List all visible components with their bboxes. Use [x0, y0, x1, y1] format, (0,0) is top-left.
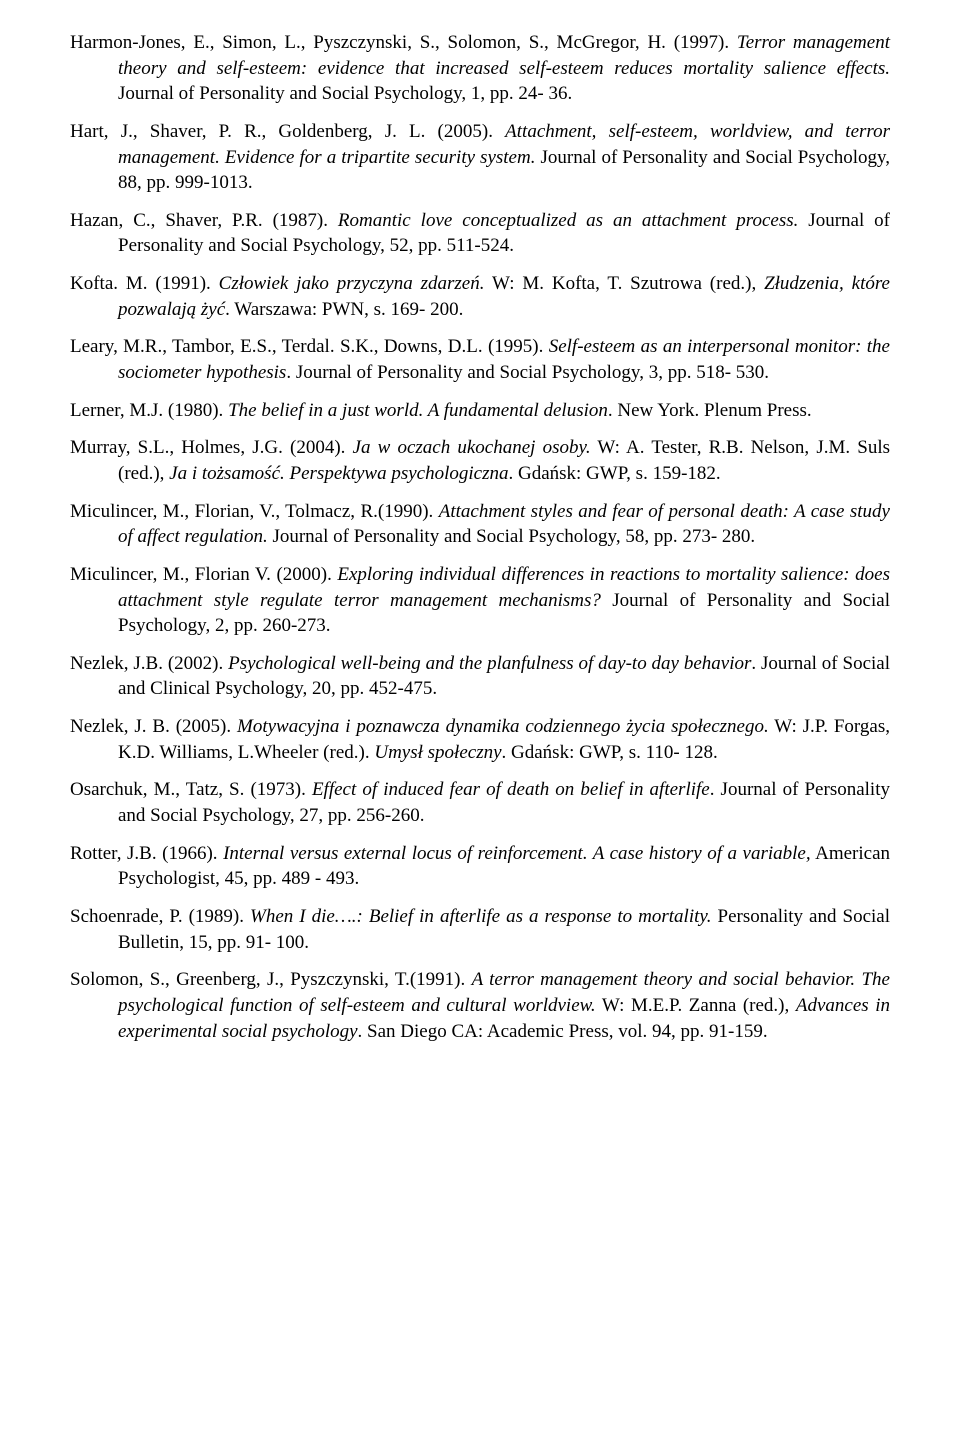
- reference-entry: Miculincer, M., Florian V. (2000). Explo…: [70, 562, 890, 639]
- reference-title: Umysł społeczny: [374, 742, 501, 763]
- reference-text: . Journal of Personality and Social Psyc…: [286, 362, 769, 383]
- reference-list: Harmon-Jones, E., Simon, L., Pyszczynski…: [70, 30, 890, 1044]
- reference-title: Psychological well-being and the planful…: [228, 653, 751, 674]
- reference-text: Hazan, C., Shaver, P.R. (1987).: [70, 210, 338, 231]
- reference-title: Romantic love conceptualized as an attac…: [338, 210, 798, 231]
- reference-entry: Nezlek, J.B. (2002). Psychological well-…: [70, 651, 890, 702]
- reference-text: Hart, J., Shaver, P. R., Goldenberg, J. …: [70, 121, 505, 142]
- reference-text: Nezlek, J. B. (2005).: [70, 716, 237, 737]
- reference-text: Leary, M.R., Tambor, E.S., Terdal. S.K.,…: [70, 336, 549, 357]
- reference-text: W: M. Kofta, T. Szutrowa (red.),: [484, 273, 764, 294]
- reference-entry: Hart, J., Shaver, P. R., Goldenberg, J. …: [70, 119, 890, 196]
- reference-title: Motywacyjna i poznawcza dynamika codzien…: [237, 716, 769, 737]
- reference-title: Człowiek jako przyczyna zdarzeń.: [219, 273, 485, 294]
- reference-entry: Miculincer, M., Florian, V., Tolmacz, R.…: [70, 499, 890, 550]
- reference-entry: Rotter, J.B. (1966). Internal versus ext…: [70, 841, 890, 892]
- reference-text: Rotter, J.B. (1966).: [70, 843, 223, 864]
- reference-text: Miculincer, M., Florian V. (2000).: [70, 564, 337, 585]
- reference-entry: Kofta. M. (1991). Człowiek jako przyczyn…: [70, 271, 890, 322]
- reference-entry: Murray, S.L., Holmes, J.G. (2004). Ja w …: [70, 435, 890, 486]
- reference-text: Nezlek, J.B. (2002).: [70, 653, 228, 674]
- reference-text: . Gdańsk: GWP, s. 159-182.: [508, 463, 720, 484]
- reference-text: Journal of Personality and Social Psycho…: [118, 83, 572, 104]
- reference-text: Kofta. M. (1991).: [70, 273, 219, 294]
- reference-text: . San Diego CA: Academic Press, vol. 94,…: [358, 1021, 768, 1042]
- reference-entry: Nezlek, J. B. (2005). Motywacyjna i pozn…: [70, 714, 890, 765]
- reference-entry: Solomon, S., Greenberg, J., Pyszczynski,…: [70, 967, 890, 1044]
- reference-text: . New York. Plenum Press.: [608, 400, 812, 421]
- reference-text: Journal of Personality and Social Psycho…: [268, 526, 755, 547]
- reference-text: Lerner, M.J. (1980).: [70, 400, 228, 421]
- reference-entry: Hazan, C., Shaver, P.R. (1987). Romantic…: [70, 208, 890, 259]
- reference-entry: Schoenrade, P. (1989). When I die….: Bel…: [70, 904, 890, 955]
- reference-text: . Warszawa: PWN, s. 169- 200.: [225, 299, 463, 320]
- reference-text: Schoenrade, P. (1989).: [70, 906, 250, 927]
- reference-text: Miculincer, M., Florian, V., Tolmacz, R.…: [70, 501, 439, 522]
- reference-title: Effect of induced fear of death on belie…: [312, 779, 710, 800]
- reference-entry: Lerner, M.J. (1980). The belief in a jus…: [70, 398, 890, 424]
- reference-title: The belief in a just world. A fundamenta…: [228, 400, 608, 421]
- reference-title: Internal versus external locus of reinfo…: [223, 843, 811, 864]
- reference-text: . Gdańsk: GWP, s. 110- 128.: [502, 742, 718, 763]
- reference-text: Harmon-Jones, E., Simon, L., Pyszczynski…: [70, 32, 737, 53]
- reference-text: Murray, S.L., Holmes, J.G. (2004).: [70, 437, 353, 458]
- reference-entry: Osarchuk, M., Tatz, S. (1973). Effect of…: [70, 777, 890, 828]
- reference-text: W: M.E.P. Zanna (red.),: [596, 995, 796, 1016]
- reference-title: Ja w oczach ukochanej osoby.: [353, 437, 591, 458]
- reference-text: Solomon, S., Greenberg, J., Pyszczynski,…: [70, 969, 472, 990]
- reference-entry: Leary, M.R., Tambor, E.S., Terdal. S.K.,…: [70, 334, 890, 385]
- reference-text: Osarchuk, M., Tatz, S. (1973).: [70, 779, 312, 800]
- reference-entry: Harmon-Jones, E., Simon, L., Pyszczynski…: [70, 30, 890, 107]
- reference-title: Ja i tożsamość. Perspektywa psychologicz…: [169, 463, 508, 484]
- reference-title: When I die….: Belief in afterlife as a r…: [250, 906, 712, 927]
